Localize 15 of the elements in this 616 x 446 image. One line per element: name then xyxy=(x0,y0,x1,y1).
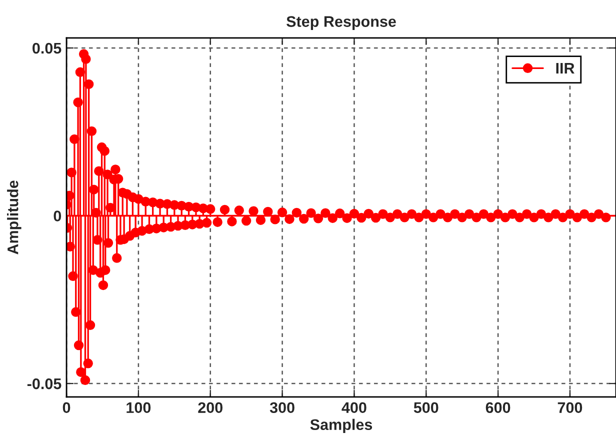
chart-title: Step Response xyxy=(286,16,396,30)
legend-label: IIR xyxy=(556,62,574,74)
x-tick-label: 400 xyxy=(342,402,366,414)
y-tick-label: -0.05 xyxy=(27,378,62,390)
x-tick-label: 100 xyxy=(126,402,151,414)
x-tick-label: 200 xyxy=(198,402,222,414)
y-axis-title: Amplitude xyxy=(7,180,22,254)
x-tick-label: 0 xyxy=(62,402,70,414)
x-axis-title: Samples xyxy=(310,418,372,434)
y-tick-label: 0 xyxy=(54,210,62,222)
y-tick-label: 0.05 xyxy=(32,42,62,54)
x-tick-label: 300 xyxy=(270,402,294,414)
x-tick-label: 600 xyxy=(486,402,510,414)
x-tick-label: 700 xyxy=(558,402,582,414)
x-tick-label: 500 xyxy=(414,402,438,414)
